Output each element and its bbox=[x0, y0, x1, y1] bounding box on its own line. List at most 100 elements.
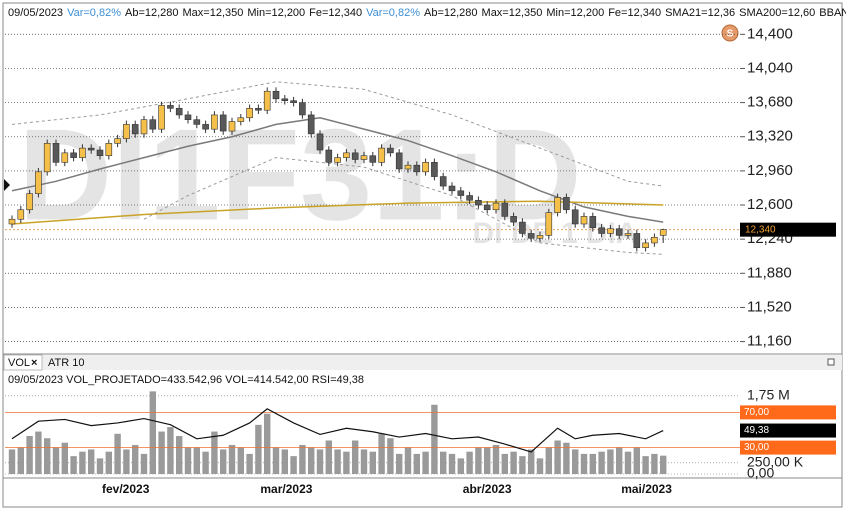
volume-bar bbox=[633, 447, 640, 474]
x-tick-label: mar/2023 bbox=[260, 482, 312, 496]
volume-bar bbox=[70, 456, 77, 474]
volume-bar bbox=[545, 447, 552, 474]
tab-bar bbox=[4, 355, 842, 370]
volume-bar bbox=[651, 453, 658, 474]
volume-bar bbox=[184, 447, 192, 474]
last-price-label: 12,340 bbox=[745, 224, 776, 235]
tab-close[interactable]: × bbox=[31, 357, 37, 369]
rsi-level-box bbox=[740, 405, 836, 420]
volume-bar bbox=[660, 455, 667, 474]
volume-bar bbox=[466, 451, 473, 474]
volume-bar bbox=[360, 449, 368, 474]
volume-bar bbox=[105, 451, 112, 474]
candle-body bbox=[299, 102, 306, 116]
y2-tick-label: 30,00 bbox=[744, 442, 769, 453]
candle-body bbox=[545, 212, 553, 236]
volume-bar bbox=[193, 447, 200, 474]
volume-bar bbox=[492, 444, 500, 474]
volume-bar bbox=[378, 433, 385, 474]
candle-body bbox=[175, 107, 183, 116]
candle-body bbox=[571, 209, 579, 225]
volume-bar bbox=[88, 449, 95, 474]
candle-body bbox=[263, 90, 271, 111]
candle-body bbox=[228, 121, 236, 132]
candle-body bbox=[633, 233, 641, 248]
y-tick-label: 1,75 M bbox=[747, 387, 790, 403]
candle-body bbox=[369, 155, 377, 163]
indicator-line bbox=[11, 81, 664, 187]
candle-body bbox=[360, 155, 368, 160]
volume-bar bbox=[272, 447, 280, 474]
price-header: 09/05/2023 Var=0,82% Ab=12,280 Max=12,350 Mi… bbox=[8, 7, 846, 19]
candle-body bbox=[387, 147, 394, 154]
candle-body bbox=[334, 157, 341, 163]
volume-bar bbox=[457, 458, 464, 474]
y-tick-label: 11,160 bbox=[747, 333, 792, 350]
volume-bar bbox=[17, 447, 24, 474]
volume-bar bbox=[299, 444, 306, 474]
volume-bar bbox=[61, 442, 68, 474]
volume-bar bbox=[475, 447, 482, 474]
vol-tab[interactable] bbox=[3, 354, 43, 371]
candle-body bbox=[114, 138, 121, 144]
volume-bar bbox=[440, 451, 447, 474]
volume-bar bbox=[167, 427, 174, 474]
candle-body bbox=[492, 202, 500, 211]
volume-bar bbox=[220, 449, 227, 474]
volume-bar bbox=[325, 440, 332, 474]
header-item: 09/05/2023 bbox=[8, 7, 63, 19]
candle-body bbox=[96, 149, 104, 157]
candle-body bbox=[184, 114, 192, 120]
volume-bar bbox=[228, 444, 236, 474]
volume-bar bbox=[35, 431, 42, 474]
candle-body bbox=[17, 209, 25, 220]
volume-bar bbox=[519, 456, 526, 474]
candle-body bbox=[123, 124, 130, 139]
candle-body bbox=[501, 202, 509, 217]
volume-header: 09/05/2023 VOL_PROJETADO=433.542,96 VOL=… bbox=[8, 374, 364, 386]
header-item: BBANDS ACIMA=12,70 bbox=[819, 7, 846, 19]
tab-label[interactable]: ATR 10 bbox=[48, 357, 84, 369]
candle-body bbox=[158, 105, 165, 130]
candle-body bbox=[431, 162, 438, 177]
volume-bar bbox=[132, 444, 139, 474]
scroll-arrow[interactable] bbox=[4, 179, 10, 191]
candle-body bbox=[580, 216, 588, 225]
maximize-button[interactable] bbox=[827, 358, 835, 366]
volume-bar bbox=[536, 458, 544, 474]
volume-bar bbox=[616, 447, 623, 474]
candle-body bbox=[510, 216, 517, 223]
candle-body bbox=[43, 143, 51, 173]
alert-icon-letter: S bbox=[727, 29, 734, 40]
candle-body bbox=[351, 152, 359, 160]
volume-bar bbox=[484, 447, 491, 474]
header-item: Fe=12,340 bbox=[309, 7, 362, 19]
header-item: Ab=12,280 bbox=[424, 7, 478, 19]
candle-body bbox=[466, 195, 473, 201]
alert-icon[interactable] bbox=[721, 24, 739, 42]
tab-label[interactable]: VOL bbox=[8, 357, 30, 369]
volume-bar bbox=[369, 451, 376, 474]
rsi-last-label: 49,38 bbox=[744, 425, 769, 436]
volume-bar bbox=[572, 449, 579, 474]
candle-body bbox=[87, 147, 95, 151]
volume-bar bbox=[404, 447, 412, 474]
volume-bar bbox=[140, 453, 148, 474]
volume-bar bbox=[176, 436, 183, 474]
candle-body bbox=[307, 114, 315, 135]
indicator-line bbox=[11, 117, 664, 223]
candle-body bbox=[589, 216, 597, 229]
candle-body bbox=[554, 197, 561, 213]
y2-tick-label: 70,00 bbox=[744, 407, 769, 418]
y-tick-label: 11,520 bbox=[747, 298, 792, 315]
volume-bar bbox=[598, 451, 605, 474]
x-tick-label: mai/2023 bbox=[621, 482, 672, 496]
volume-bar bbox=[554, 440, 561, 474]
candle-body bbox=[448, 185, 456, 192]
volume-bar bbox=[281, 449, 288, 474]
candle-body bbox=[404, 164, 412, 170]
y-tick-label: 11,880 bbox=[747, 264, 792, 281]
candle-body bbox=[52, 143, 60, 163]
header-item: Var=0,82% bbox=[67, 7, 121, 19]
candle-body bbox=[457, 190, 465, 196]
